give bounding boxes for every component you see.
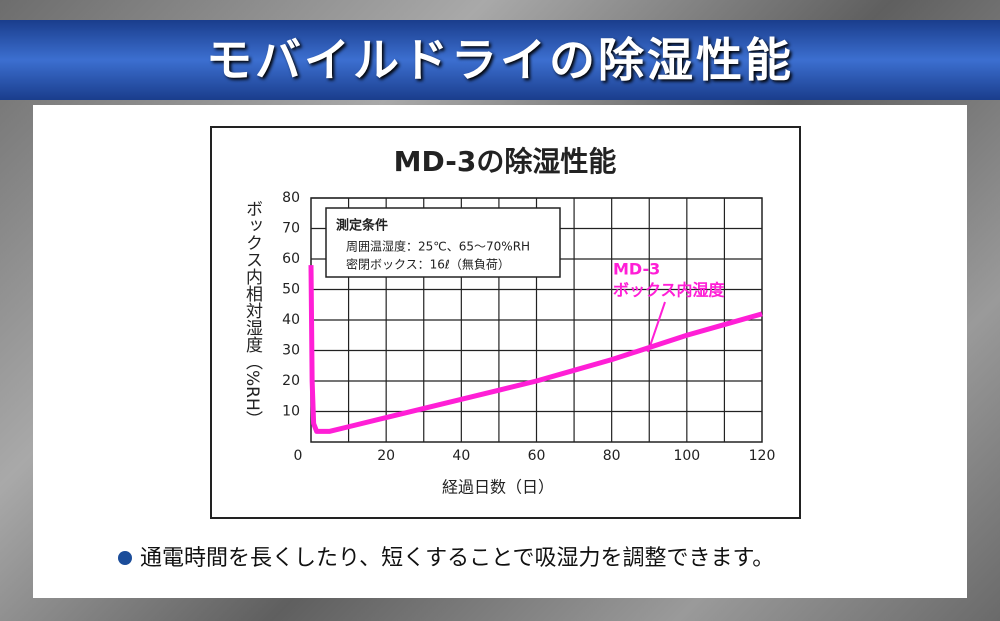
annotation: ボックス内湿度 bbox=[613, 281, 726, 300]
y-tick-label: 60 bbox=[282, 251, 300, 267]
y-axis-label: ボックス内相対湿度（%RH） bbox=[242, 200, 263, 428]
conditions-title: 測定条件 bbox=[336, 218, 388, 234]
x-tick-label: 0 bbox=[294, 448, 303, 464]
series-label: MD-3 bbox=[613, 260, 660, 279]
y-tick-label: 10 bbox=[282, 404, 300, 420]
data-line bbox=[308, 265, 763, 434]
y-tick-label: 80 bbox=[282, 190, 300, 206]
chart-title: MD-3の除湿性能 bbox=[394, 145, 617, 178]
annotation-pointer bbox=[647, 301, 666, 353]
x-tick-label: 40 bbox=[452, 448, 470, 464]
y-tick-label: 30 bbox=[282, 343, 300, 359]
x-tick-label: 20 bbox=[377, 448, 395, 464]
conditions-box bbox=[325, 207, 561, 278]
x-tick-label: 60 bbox=[528, 448, 546, 464]
y-tick-label: 20 bbox=[282, 373, 300, 389]
x-tick-label: 80 bbox=[603, 448, 621, 464]
y-tick-label: 50 bbox=[282, 282, 300, 298]
x-tick-label: 120 bbox=[749, 448, 776, 464]
note: 通電時間を長くしたり、短くすることで吸湿力を調整できます。 bbox=[118, 540, 774, 572]
y-tick-label: 40 bbox=[282, 312, 300, 328]
x-axis-label: 経過日数（日） bbox=[442, 478, 554, 497]
x-tick-label: 100 bbox=[673, 448, 700, 464]
header: モバイルドライの除湿性能 bbox=[0, 20, 1000, 100]
conditions-line: 密閉ボックス：16ℓ（無負荷） bbox=[346, 257, 510, 272]
y-tick-label: 70 bbox=[282, 221, 300, 237]
conditions-line: 周囲温湿度：25℃、65～70%RH bbox=[346, 239, 530, 254]
page-title: モバイルドライの除湿性能 bbox=[206, 33, 794, 87]
